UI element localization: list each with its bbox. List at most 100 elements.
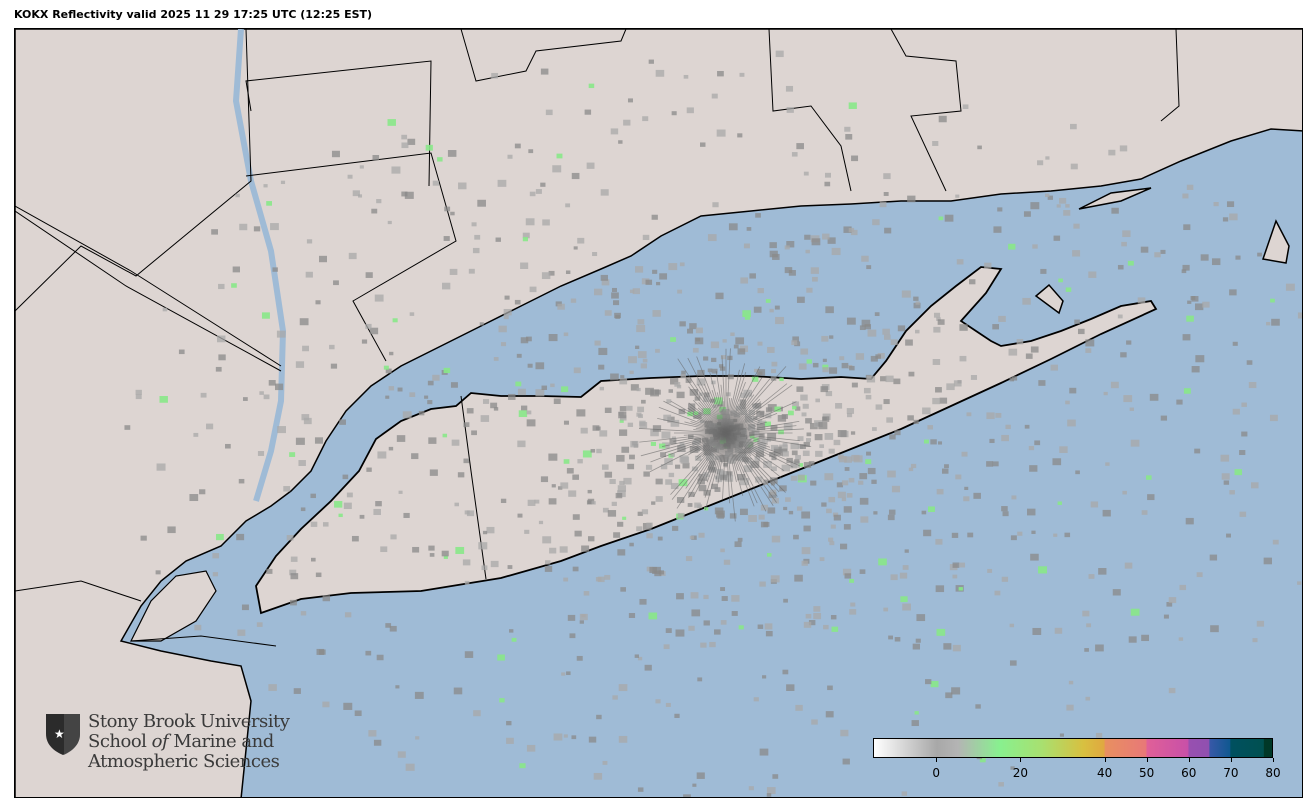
radar-pixel bbox=[872, 427, 877, 431]
radar-pixel bbox=[803, 462, 812, 468]
radar-pixel bbox=[755, 476, 763, 483]
radar-pixel bbox=[915, 329, 920, 334]
radar-pixel bbox=[715, 292, 724, 300]
radar-pixel bbox=[1008, 348, 1018, 356]
radar-pixel bbox=[411, 453, 419, 460]
radar-pixel bbox=[343, 702, 353, 710]
radar-pixel bbox=[888, 635, 893, 640]
radar-pixel bbox=[1066, 704, 1074, 711]
radar-pixel bbox=[657, 536, 663, 541]
radar-pixel bbox=[572, 474, 580, 480]
radar-pixel bbox=[576, 655, 583, 661]
radar-pixel bbox=[557, 303, 565, 310]
radar-pixel bbox=[477, 199, 486, 207]
radar-pixel bbox=[365, 650, 372, 656]
radar-pixel bbox=[829, 541, 835, 546]
radar-pixel bbox=[1235, 255, 1241, 260]
radar-pixel bbox=[1029, 465, 1038, 472]
radar-pixel bbox=[1117, 264, 1124, 270]
radar-pixel bbox=[788, 510, 794, 515]
radar-pixel bbox=[1011, 376, 1018, 381]
radar-ray bbox=[721, 355, 727, 434]
radar-pixel bbox=[865, 459, 872, 465]
radar-pixel bbox=[618, 411, 627, 419]
radar-pixel bbox=[837, 491, 846, 499]
radar-pixel bbox=[412, 546, 420, 553]
radar-pixel bbox=[932, 141, 939, 146]
radar-pixel bbox=[619, 480, 625, 486]
radar-pixel bbox=[923, 529, 932, 537]
radar-pixel bbox=[796, 386, 804, 392]
radar-pixel bbox=[805, 418, 812, 424]
radar-ray bbox=[670, 432, 727, 495]
radar-pixel bbox=[1075, 470, 1080, 475]
radar-pixel bbox=[998, 782, 1004, 787]
radar-pixel bbox=[953, 380, 962, 387]
radar-pixel bbox=[648, 59, 654, 64]
radar-pixel bbox=[629, 289, 635, 294]
radar-pixel bbox=[905, 339, 913, 346]
radar-pixel bbox=[825, 390, 833, 397]
radar-pixel bbox=[604, 574, 611, 580]
radar-pixel bbox=[827, 685, 833, 691]
radar-pixel bbox=[300, 611, 307, 616]
radar-pixel bbox=[743, 465, 753, 473]
radar-pixel bbox=[936, 317, 941, 321]
radar-pixel bbox=[257, 451, 265, 456]
radar-pixel bbox=[762, 675, 767, 679]
radar-pixel bbox=[794, 459, 800, 464]
radar-pixel bbox=[833, 514, 841, 521]
radar-pixel bbox=[777, 415, 787, 422]
radar-pixel bbox=[666, 399, 672, 404]
radar-pixel bbox=[805, 613, 812, 619]
radar-ray bbox=[638, 428, 727, 434]
radar-pixel bbox=[632, 288, 640, 295]
radar-pixel bbox=[1182, 193, 1189, 199]
radar-pixel bbox=[970, 375, 978, 380]
radar-pixel bbox=[659, 273, 668, 280]
radar-pixel bbox=[604, 471, 613, 478]
radar-pixel bbox=[266, 568, 273, 574]
radar-pixel bbox=[655, 478, 663, 485]
radar-pixel bbox=[822, 417, 827, 421]
radar-pixel bbox=[746, 227, 752, 231]
reflectivity-colorbar bbox=[873, 738, 1273, 758]
radar-pixel bbox=[1040, 268, 1047, 274]
radar-pixel bbox=[414, 691, 424, 699]
radar-pixel bbox=[506, 720, 512, 726]
radar-pixel bbox=[621, 446, 630, 453]
radar-pixel bbox=[861, 319, 871, 327]
radar-pixel bbox=[1045, 193, 1050, 198]
radar-pixel bbox=[534, 499, 540, 504]
radar-pixel bbox=[425, 144, 433, 151]
radar-pixel bbox=[1246, 360, 1253, 365]
radar-pixel bbox=[623, 477, 632, 485]
radar-pixel bbox=[344, 612, 352, 618]
radar-pixel bbox=[764, 421, 771, 427]
radar-pixel bbox=[866, 265, 872, 270]
radar-pixel bbox=[714, 475, 720, 480]
radar-pixel bbox=[723, 462, 728, 467]
radar-pixel bbox=[703, 489, 711, 496]
radar-pixel bbox=[1272, 539, 1279, 545]
radar-pixel bbox=[794, 406, 801, 411]
radar-pixel bbox=[493, 407, 499, 411]
radar-pixel bbox=[1270, 298, 1275, 303]
radar-pixel bbox=[306, 239, 313, 244]
radar-pixel bbox=[758, 433, 765, 439]
radar-pixel bbox=[1009, 660, 1017, 666]
radar-pixel bbox=[583, 591, 590, 596]
radar-pixel bbox=[687, 328, 694, 334]
radar-pixel bbox=[372, 155, 380, 161]
radar-pixel bbox=[740, 448, 746, 453]
radar-pixel bbox=[1297, 581, 1302, 585]
sbu-somas-logo: ★ Stony Brook University School of Marin… bbox=[44, 712, 290, 772]
radar-pixel bbox=[891, 485, 901, 493]
radar-pixel bbox=[796, 296, 805, 303]
radar-pixel bbox=[300, 507, 306, 512]
radar-pixel bbox=[573, 367, 581, 374]
radar-pixel bbox=[582, 450, 592, 458]
radar-pixel bbox=[835, 403, 843, 409]
radar-pixel bbox=[319, 255, 327, 263]
radar-pixel bbox=[1176, 399, 1183, 405]
